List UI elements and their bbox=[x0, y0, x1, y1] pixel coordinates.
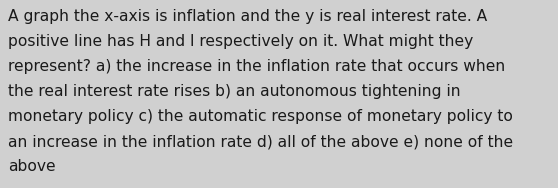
Text: monetary policy c) the automatic response of monetary policy to: monetary policy c) the automatic respons… bbox=[8, 109, 513, 124]
Text: positive line has H and I respectively on it. What might they: positive line has H and I respectively o… bbox=[8, 34, 473, 49]
Text: the real interest rate rises b) an autonomous tightening in: the real interest rate rises b) an auton… bbox=[8, 84, 460, 99]
Text: an increase in the inflation rate d) all of the above e) none of the: an increase in the inflation rate d) all… bbox=[8, 134, 513, 149]
Text: above: above bbox=[8, 159, 55, 174]
Text: represent? a) the increase in the inflation rate that occurs when: represent? a) the increase in the inflat… bbox=[8, 59, 505, 74]
Text: A graph the x-axis is inflation and the y is real interest rate. A: A graph the x-axis is inflation and the … bbox=[8, 9, 487, 24]
